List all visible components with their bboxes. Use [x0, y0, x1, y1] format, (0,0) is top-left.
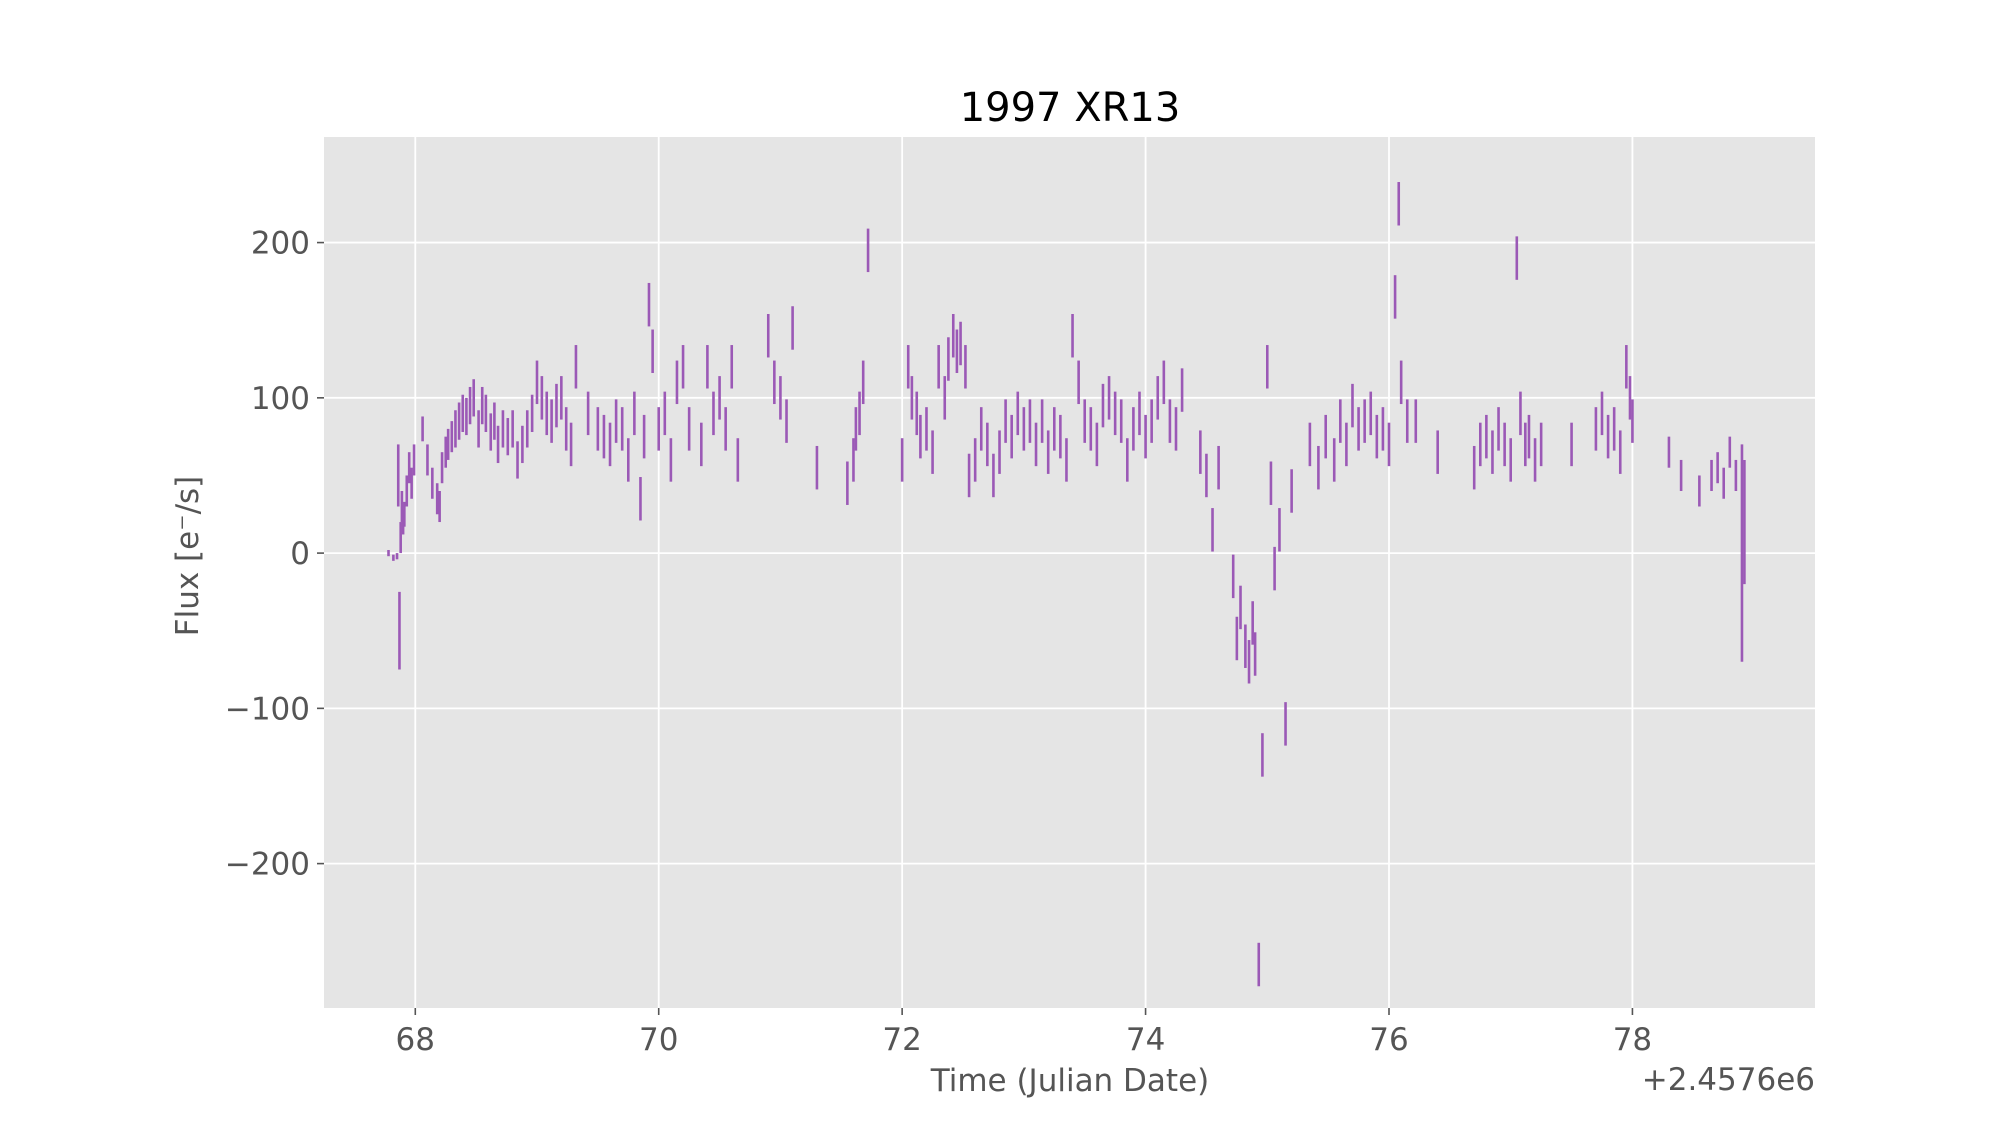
y-tick-label: 100 [251, 381, 310, 417]
y-tick-label: 200 [251, 226, 310, 262]
grid [324, 137, 1815, 1008]
y-tick-label: −200 [225, 847, 310, 883]
y-tick-label: −100 [225, 691, 310, 727]
y-axis: −200 −100 0 100 200 [225, 226, 324, 883]
x-tick-label: 72 [882, 1022, 921, 1058]
x-tick-label: 74 [1126, 1022, 1165, 1058]
y-axis-label: Flux [e⁻/s] [170, 476, 206, 637]
y-tick-label: 0 [290, 536, 310, 572]
x-tick-label: 68 [396, 1022, 435, 1058]
x-tick-label: 76 [1369, 1022, 1408, 1058]
x-axis-label: Time (Julian Date) [930, 1063, 1210, 1099]
plot-area [324, 137, 1815, 1008]
x-axis: 68 70 72 74 76 78 [396, 1008, 1652, 1058]
chart-title: 1997 XR13 [960, 85, 1181, 131]
x-tick-label: 70 [639, 1022, 678, 1058]
data-marks [387, 182, 1746, 987]
x-axis-offset: +2.4576e6 [1642, 1062, 1815, 1098]
x-tick-label: 78 [1613, 1022, 1652, 1058]
